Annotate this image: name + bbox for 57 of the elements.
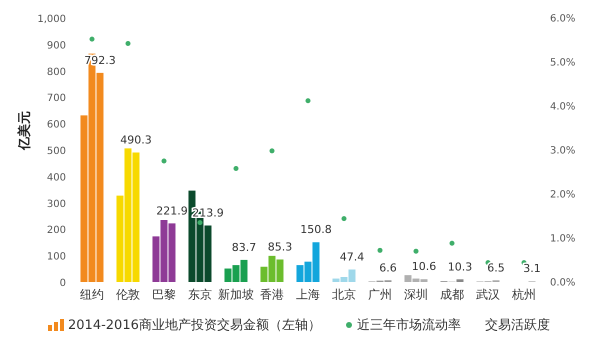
x-tick-label: 杭州 [511,288,536,302]
x-tick-label: 武汉 [476,288,500,302]
y2-tick-label: 4.0% [550,102,576,113]
point [414,248,418,254]
x-tick-label: 成都 [440,288,464,302]
legend-label: 2014-2016商业地产投资交易金额（左轴） [68,317,321,334]
y-tick-label: 100 [46,252,66,263]
data-label: 150.8 [300,223,332,236]
point [198,220,202,226]
x-tick-label: 上海 [296,288,320,302]
data-label: 85.3 [268,240,292,254]
legend-label: 近三年市场流动率 [356,317,461,334]
y-tick-label: 200 [46,225,66,236]
point [306,98,310,104]
data-label: 47.4 [340,250,364,264]
data-label: 10.3 [448,260,472,274]
y-tick-label: 300 [46,198,66,210]
y2-tick-label: 5.0% [550,58,576,69]
y2-tick-label: 1.0% [550,234,576,245]
y-tick-label: 700 [46,93,66,104]
x-tick-label: 香港 [260,288,284,302]
data-label: 3.1 [523,262,541,276]
y-tick-label: 900 [46,40,66,52]
x-tick-label: 伦敦 [116,288,140,302]
point [270,148,274,154]
data-label: 490.3 [120,134,152,147]
y-axis-title: 亿美元 [16,111,33,151]
point [450,240,454,246]
x-tick-label: 东京 [188,288,212,302]
point [342,216,346,222]
data-label: 221.9 [156,204,188,218]
x-tick-label: 新加坡 [218,288,254,302]
x-tick-label: 广州 [368,288,392,302]
data-label: 10.6 [412,260,436,274]
y-tick-label: 500 [46,146,66,157]
data-label: 83.7 [232,240,256,254]
y2-tick-label: 2.0% [550,190,576,201]
y2-tick-label: 6.0% [550,14,576,25]
y-tick-label: 800 [46,66,66,78]
x-tick-label: 纽约 [80,288,104,302]
y-tick-label: 600 [46,120,66,131]
y-tick-label: 1,000 [37,14,66,25]
y-tick-label: 0 [60,278,66,289]
x-tick-label: 深圳 [404,288,428,302]
data-label: 6.6 [379,261,397,274]
y2-tick-label: 0.0% [550,278,576,289]
point [90,36,94,42]
text: 交易活跃度 [484,317,550,334]
point [378,248,382,253]
point [234,166,238,171]
y2-tick-label: 3.0% [550,146,576,157]
x-tick-label: 北京 [332,288,356,302]
data-label: 6.5 [487,261,505,274]
point [162,158,166,164]
point [126,41,130,46]
y-tick-label: 400 [46,172,66,184]
x-tick-label: 巴黎 [152,288,176,302]
